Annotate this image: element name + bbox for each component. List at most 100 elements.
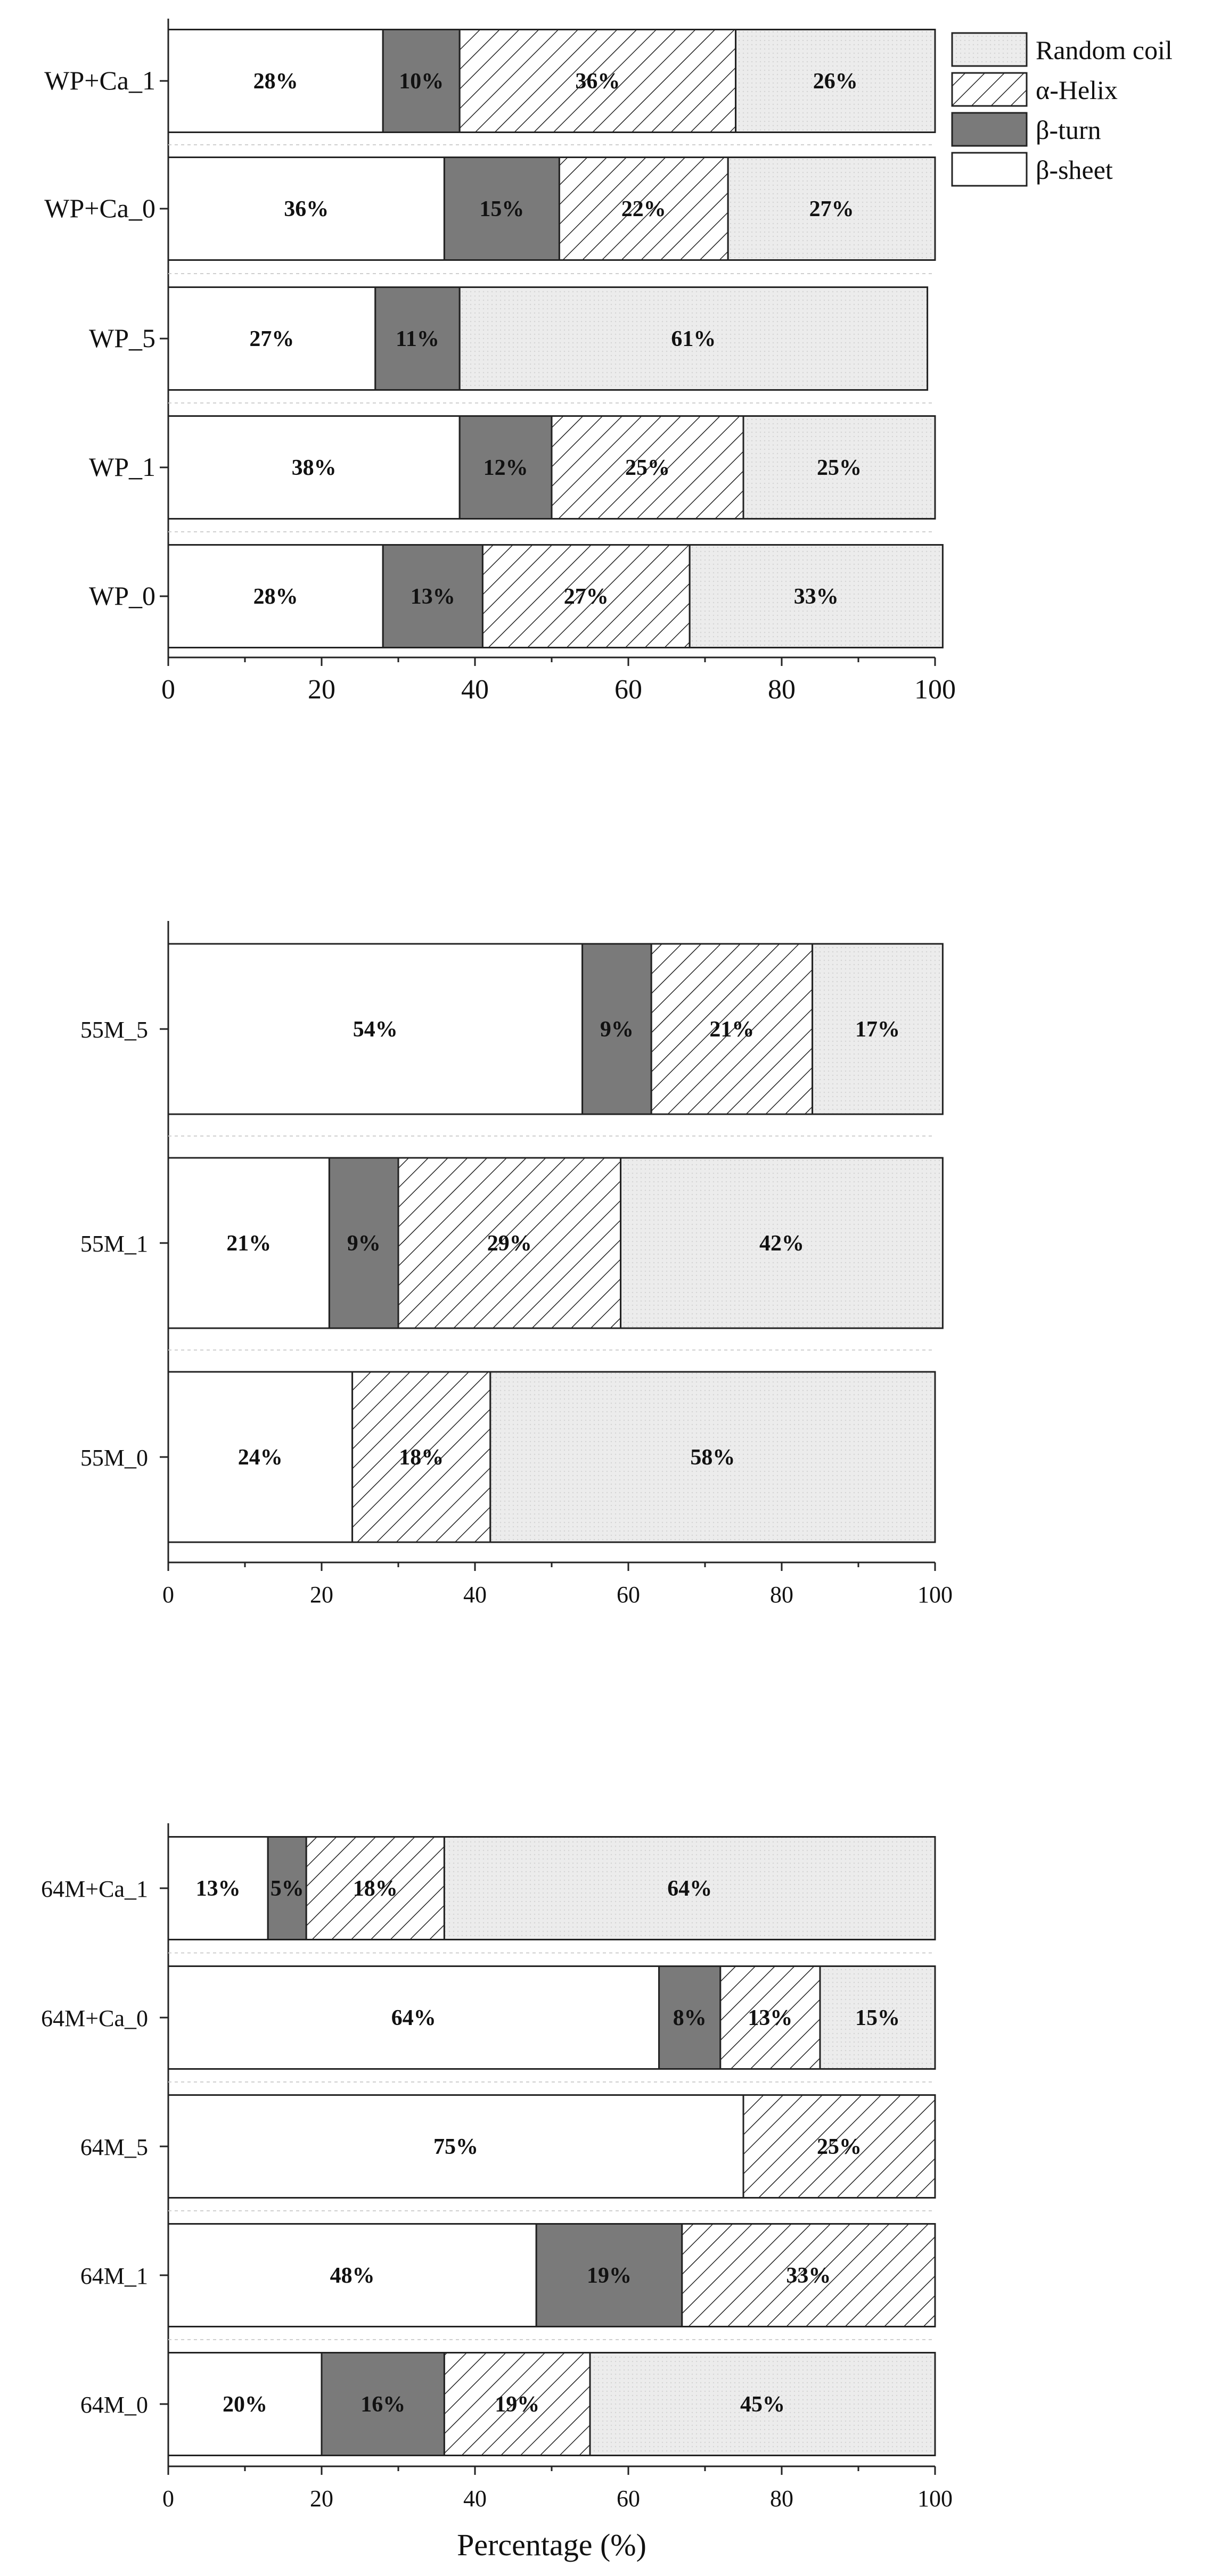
bar-segment-beta-sheet xyxy=(167,2223,537,2327)
bar-segment-random-coil xyxy=(489,1371,936,1543)
bar-segment-alpha-helix xyxy=(558,157,729,261)
data-label: 75% xyxy=(433,2135,478,2159)
category-label-55m-0: 55M_0 xyxy=(80,1445,148,1471)
category-label-64m-ca-0: 64M+Ca_0 xyxy=(41,2005,148,2031)
legend-label-alpha-helix: α-Helix xyxy=(1036,75,1118,105)
category-label-wp-ca-1: WP+Ca_1 xyxy=(44,65,155,95)
data-label: 25% xyxy=(817,2135,862,2159)
x-tick-label: 100 xyxy=(914,674,956,705)
data-label: 16% xyxy=(360,2392,405,2417)
x-tick-label: 80 xyxy=(770,2486,793,2512)
data-label: 13% xyxy=(411,585,455,609)
bar-segment-beta-turn xyxy=(443,157,560,261)
category-label-64m-ca-1: 64M+Ca_1 xyxy=(41,1876,148,1902)
chart-panel-wp: 0 20 40 60 80 100 WP+Ca_1 28% 10% 36% 26% WP+Ca_0 36… xyxy=(44,19,956,705)
data-label: 20% xyxy=(223,2392,267,2417)
legend-label-beta-sheet: β-sheet xyxy=(1036,155,1113,185)
bar-segment-random-coil xyxy=(735,29,936,133)
data-label: 21% xyxy=(709,1017,754,1042)
x-axis-title: Percentage (%) xyxy=(457,2528,646,2562)
data-label: 19% xyxy=(587,2264,632,2288)
data-label: 36% xyxy=(284,197,329,221)
bar-segment-beta-sheet xyxy=(167,29,384,133)
bar-segment-random-coil xyxy=(742,415,936,520)
legend-label-beta-turn: β-turn xyxy=(1036,115,1101,145)
x-tick-label: 0 xyxy=(162,2486,174,2512)
bar-segment-alpha-helix xyxy=(681,2223,936,2327)
data-label: 28% xyxy=(253,585,298,609)
category-label-wp-5: WP_5 xyxy=(89,323,155,353)
x-tick-label: 80 xyxy=(770,1582,793,1608)
bar-segment-beta-sheet xyxy=(167,1371,354,1543)
data-label: 28% xyxy=(253,69,298,94)
data-label: 15% xyxy=(479,197,524,221)
bar-segment-beta-turn xyxy=(581,943,652,1115)
category-label-wp-1: WP_1 xyxy=(89,452,155,482)
bar-segment-alpha-helix xyxy=(719,1965,821,2070)
bar-segment-alpha-helix xyxy=(551,415,744,520)
category-label-64m-5: 64M_5 xyxy=(80,2134,148,2160)
data-label: 45% xyxy=(740,2392,785,2417)
chart-panel-64m: 0 20 40 60 80 100 64M+Ca_1 13% 5% 18% 64% 64M+Ca_0 6… xyxy=(41,1823,953,2512)
bar-segment-random-coil xyxy=(812,943,944,1115)
bar-segment-beta-turn xyxy=(328,1157,399,1329)
legend-swatch-beta-sheet xyxy=(951,152,1028,187)
data-label: 29% xyxy=(487,1231,532,1256)
x-tick-label: 100 xyxy=(917,2486,953,2512)
x-tick-label: 40 xyxy=(461,674,489,705)
bar-segment-beta-sheet xyxy=(167,415,461,520)
data-label: 26% xyxy=(813,69,858,94)
data-label: 33% xyxy=(794,585,839,609)
x-tick-label: 40 xyxy=(463,2486,487,2512)
data-label: 38% xyxy=(292,456,337,480)
bar-segment-beta-sheet xyxy=(167,1965,660,2070)
data-label: 18% xyxy=(399,1445,444,1470)
data-label: 27% xyxy=(249,327,294,351)
legend-swatch-random-coil xyxy=(951,32,1028,67)
x-tick-label: 20 xyxy=(310,2486,333,2512)
bar-segment-alpha-helix xyxy=(397,1157,622,1329)
bar-segment-random-coil xyxy=(689,544,944,648)
x-tick-label: 60 xyxy=(617,2486,640,2512)
data-label: 25% xyxy=(817,456,862,480)
bar-segment-beta-turn xyxy=(374,286,461,391)
bar-segment-random-coil xyxy=(620,1157,944,1329)
data-label: 64% xyxy=(667,1877,712,1901)
category-label-64m-1: 64M_1 xyxy=(80,2263,148,2289)
legend-label-random-coil: Random coil xyxy=(1036,35,1173,65)
data-label: 33% xyxy=(786,2264,831,2288)
bar-segment-random-coil xyxy=(443,1836,936,1940)
data-label: 42% xyxy=(759,1231,804,1256)
data-label: 24% xyxy=(238,1445,283,1470)
legend-swatch-beta-turn xyxy=(951,112,1028,147)
chart-panel-55m: 0 20 40 60 80 100 55M_5 54% 9% 21% 17% 55M_1 21% 9% 29… xyxy=(80,921,953,1608)
data-label: 15% xyxy=(855,2006,900,2030)
bar-segment-alpha-helix xyxy=(443,2352,591,2456)
x-tick-label: 20 xyxy=(310,1582,333,1608)
bar-segment-beta-sheet xyxy=(167,943,584,1115)
data-label: 64% xyxy=(391,2006,436,2030)
data-label: 11% xyxy=(396,327,439,351)
data-label: 18% xyxy=(353,1877,398,1901)
data-label: 61% xyxy=(671,327,716,351)
data-label: 5% xyxy=(271,1877,304,1901)
x-tick-label: 40 xyxy=(463,1582,487,1608)
data-label: 17% xyxy=(855,1017,900,1042)
category-label-wp-ca-0: WP+Ca_0 xyxy=(44,193,155,223)
bar-segment-beta-sheet xyxy=(167,286,376,391)
bar-segment-beta-sheet xyxy=(167,544,384,648)
bar-segment-random-coil xyxy=(727,157,936,261)
category-label-55m-1: 55M_1 xyxy=(80,1231,148,1257)
legend: Random coil α-Helix β-turn β-sheet xyxy=(951,32,1173,187)
bar-segment-beta-turn xyxy=(458,415,553,520)
x-tick-label: 0 xyxy=(161,674,175,705)
x-tick-label: 60 xyxy=(617,1582,640,1608)
bar-segment-alpha-helix xyxy=(351,1371,491,1543)
x-tick-label: 0 xyxy=(162,1582,174,1608)
data-label: 36% xyxy=(575,69,620,94)
bar-segment-alpha-helix xyxy=(742,2094,936,2199)
bar-segment-beta-sheet xyxy=(167,2094,744,2199)
bar-segment-random-coil xyxy=(458,286,929,391)
data-label: 9% xyxy=(347,1231,381,1256)
